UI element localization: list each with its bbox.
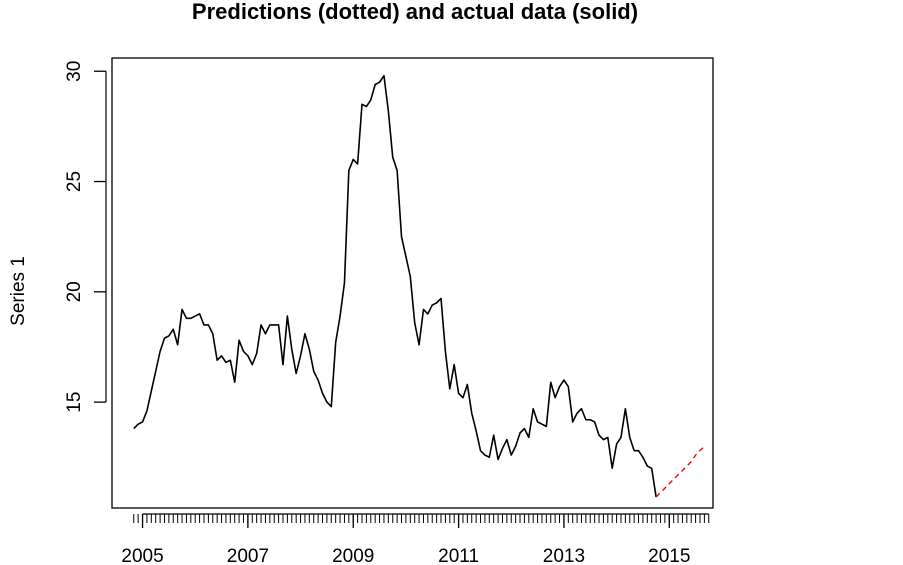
x-tick-label: 2009 (332, 546, 374, 565)
y-tick-label: 20 (64, 281, 85, 302)
y-tick-label: 25 (64, 171, 85, 192)
chart-title: Predictions (dotted) and actual data (so… (192, 0, 638, 24)
x-tick-label: 2007 (227, 546, 269, 565)
x-tick-label: 2011 (438, 546, 479, 565)
prediction-line (655, 445, 705, 498)
y-axis-label: Series 1 (8, 256, 29, 326)
actual-data-line (133, 74, 657, 498)
y-tick-label: 15 (64, 392, 85, 413)
y-tick-label: 30 (64, 61, 85, 82)
plot-frame (111, 57, 714, 509)
x-tick-label: 2015 (648, 546, 690, 565)
x-tick-label: 2013 (543, 546, 585, 565)
series-layer (133, 74, 705, 498)
x-axis: 2005 2007 2009 2011 2013 2015 (121, 513, 710, 565)
y-axis: 15 20 25 30 (64, 61, 107, 413)
x-tick-label: 2005 (121, 546, 163, 565)
